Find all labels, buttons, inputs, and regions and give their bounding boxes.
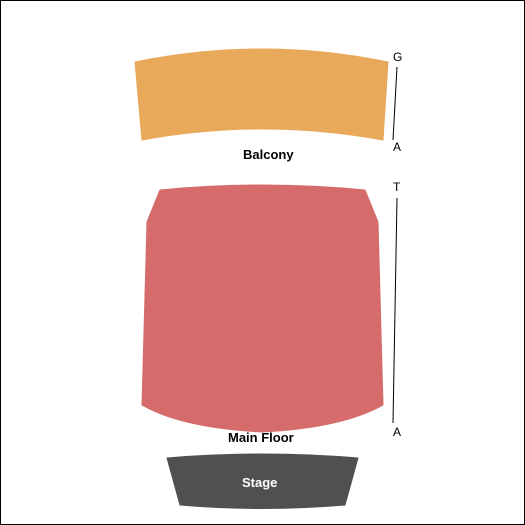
balcony-shape xyxy=(0,0,525,525)
main-floor-label: Main Floor xyxy=(228,430,294,445)
balcony-bottom-row: A xyxy=(393,140,401,154)
main-floor-top-row: T xyxy=(393,180,400,194)
main-floor-bottom-row: A xyxy=(393,425,401,439)
seating-chart: Balcony G A Main Floor T A Stage xyxy=(0,0,525,525)
balcony-label: Balcony xyxy=(243,147,294,162)
stage-label: Stage xyxy=(242,475,277,490)
balcony-top-row: G xyxy=(393,50,402,64)
